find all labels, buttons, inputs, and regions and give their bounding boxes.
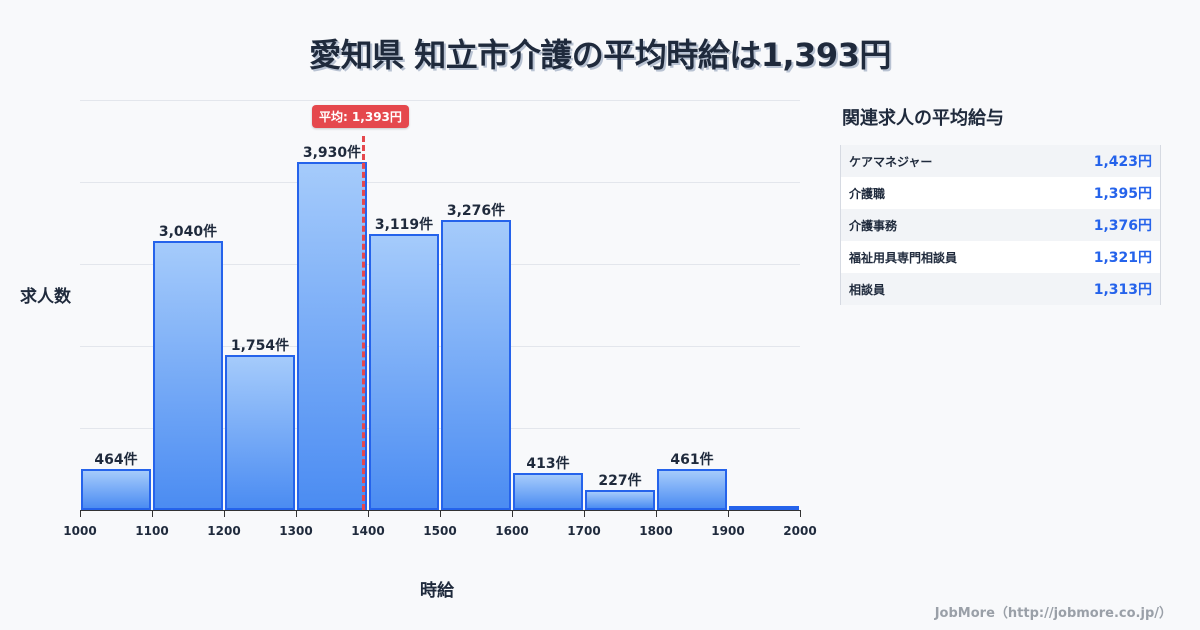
x-axis-label: 時給 bbox=[420, 581, 454, 601]
x-tick-label: 1900 bbox=[711, 524, 745, 538]
related-salary-row: 介護事務 1,376円 bbox=[841, 209, 1160, 241]
average-badge: 平均: 1,393円 bbox=[311, 105, 409, 128]
x-tick-label: 1700 bbox=[567, 524, 601, 538]
x-tick bbox=[152, 510, 153, 517]
x-tick bbox=[512, 510, 513, 517]
job-name: 介護事務 bbox=[849, 218, 898, 233]
average-line bbox=[361, 136, 365, 510]
x-tick-label: 1500 bbox=[423, 524, 457, 538]
x-tick-label: 1000 bbox=[63, 524, 97, 538]
x-tick-label: 1300 bbox=[279, 524, 313, 538]
x-tick-label: 2000 bbox=[783, 524, 817, 538]
gridline bbox=[80, 428, 800, 429]
bar-value-label: 1,754件 bbox=[230, 338, 290, 354]
related-salary-title: 関連求人の平均給与 bbox=[842, 108, 1004, 129]
job-name: 福祉用具専門相談員 bbox=[849, 250, 958, 265]
related-salary-row: 相談員 1,313円 bbox=[841, 273, 1160, 305]
histogram-bar bbox=[225, 355, 295, 510]
bar-value-label: 3,930件 bbox=[302, 145, 362, 161]
histogram-bar bbox=[81, 469, 151, 510]
job-average-wage: 1,423円 bbox=[1093, 154, 1152, 170]
gridline bbox=[80, 346, 800, 347]
x-tick bbox=[728, 510, 729, 517]
bar-value-label: 464件 bbox=[94, 452, 138, 468]
histogram-bar bbox=[729, 506, 799, 510]
histogram-bar bbox=[657, 469, 727, 510]
bar-value-label: 413件 bbox=[526, 456, 570, 472]
x-tick-label: 1100 bbox=[135, 524, 169, 538]
histogram-bar bbox=[153, 241, 223, 510]
bar-value-label: 227件 bbox=[598, 473, 642, 489]
histogram-bar bbox=[585, 490, 655, 510]
x-tick bbox=[296, 510, 297, 517]
job-name: ケアマネジャー bbox=[849, 154, 933, 169]
job-average-wage: 1,321円 bbox=[1093, 250, 1152, 266]
y-axis-label: 求人数 bbox=[20, 287, 71, 307]
footer-credit: JobMore（http://jobmore.co.jp/） bbox=[934, 606, 1172, 621]
related-salary-row: ケアマネジャー 1,423円 bbox=[841, 145, 1160, 177]
x-tick-label: 1800 bbox=[639, 524, 673, 538]
x-tick bbox=[80, 510, 81, 517]
histogram-bar bbox=[513, 473, 583, 510]
x-tick bbox=[584, 510, 585, 517]
x-tick bbox=[368, 510, 369, 517]
histogram-bar bbox=[297, 162, 367, 510]
job-average-wage: 1,395円 bbox=[1093, 186, 1152, 202]
gridline bbox=[80, 182, 800, 183]
job-name: 介護職 bbox=[849, 186, 886, 201]
related-salary-table: ケアマネジャー 1,423円介護職 1,395円介護事務 1,376円福祉用具専門相談… bbox=[840, 145, 1161, 305]
bar-value-label: 3,276件 bbox=[446, 203, 506, 219]
job-average-wage: 1,313円 bbox=[1093, 282, 1152, 298]
job-name: 相談員 bbox=[849, 282, 886, 297]
related-salary-row: 介護職 1,395円 bbox=[841, 177, 1160, 209]
histogram-bar bbox=[369, 234, 439, 510]
gridline bbox=[80, 264, 800, 265]
bar-value-label: 3,040件 bbox=[158, 224, 218, 240]
x-tick bbox=[800, 510, 801, 517]
page-title: 愛知県 知立市介護の平均時給は1,393円 bbox=[309, 36, 891, 74]
histogram-chart: 464件 3,040件 1,754件 3,930件 3,119件 3,276件 413件 22… bbox=[63, 100, 817, 538]
x-tick bbox=[224, 510, 225, 517]
histogram-bar bbox=[441, 220, 511, 510]
bar-value-label: 3,119件 bbox=[374, 217, 434, 233]
related-salary-row: 福祉用具専門相談員 1,321円 bbox=[841, 241, 1160, 273]
x-tick-label: 1200 bbox=[207, 524, 241, 538]
x-tick-label: 1400 bbox=[351, 524, 385, 538]
bar-value-label: 461件 bbox=[670, 452, 714, 468]
job-average-wage: 1,376円 bbox=[1093, 218, 1152, 234]
x-tick bbox=[656, 510, 657, 517]
x-tick-label: 1600 bbox=[495, 524, 529, 538]
x-tick bbox=[440, 510, 441, 517]
gridline bbox=[80, 100, 800, 101]
